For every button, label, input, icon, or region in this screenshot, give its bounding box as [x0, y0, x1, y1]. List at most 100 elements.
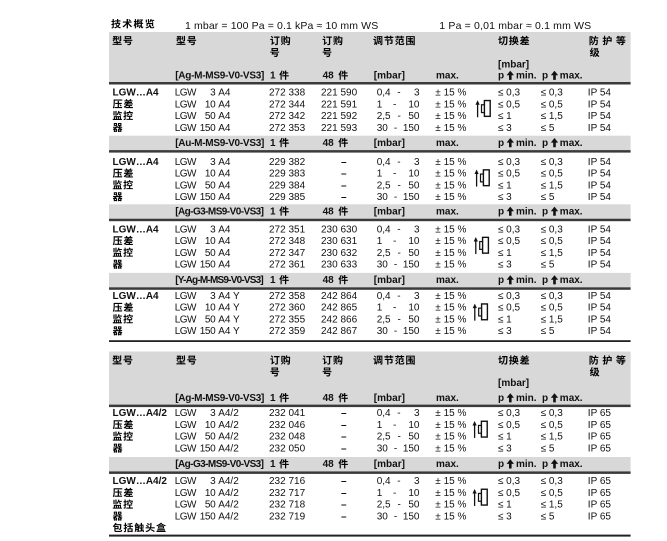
svg-text:≤ 0,5: ≤ 0,5 [541, 420, 564, 431]
svg-text:242 866: 242 866 [321, 314, 358, 325]
svg-text:IP 54: IP 54 [588, 248, 612, 259]
svg-text:≤ 0,5: ≤ 0,5 [498, 99, 521, 110]
svg-text:272 358: 272 358 [269, 291, 306, 302]
svg-text:LGW…A4: LGW…A4 [113, 224, 160, 235]
svg-text:A4: A4 [218, 123, 231, 134]
svg-text:-: - [398, 111, 401, 122]
svg-text:IP 54: IP 54 [588, 169, 612, 180]
svg-text:max.: max. [436, 71, 459, 82]
svg-text:≤ 1,5: ≤ 1,5 [541, 180, 564, 191]
svg-text:1: 1 [377, 169, 383, 180]
svg-text:≤ 0,5: ≤ 0,5 [541, 99, 564, 110]
svg-text:≤ 1: ≤ 1 [498, 432, 512, 443]
svg-text:IP 54: IP 54 [588, 314, 612, 325]
svg-text:–: – [341, 511, 347, 522]
svg-text:≤ 3: ≤ 3 [498, 123, 512, 134]
svg-text:≤ 1: ≤ 1 [498, 111, 512, 122]
svg-text:p: p [542, 459, 548, 470]
svg-text:0,4: 0,4 [377, 157, 391, 168]
svg-text:≤ 0,5: ≤ 0,5 [541, 169, 564, 180]
svg-text:232 041: 232 041 [269, 408, 306, 419]
svg-text:± 15 %: ± 15 % [435, 476, 466, 487]
svg-text:A4: A4 [218, 236, 231, 247]
svg-text:0,4: 0,4 [377, 408, 391, 419]
svg-text:± 15 %: ± 15 % [435, 303, 466, 314]
svg-text:A4 Y: A4 Y [218, 291, 240, 302]
svg-text:± 15 %: ± 15 % [435, 236, 466, 247]
svg-text:221 590: 221 590 [321, 88, 358, 99]
svg-text:≤ 1: ≤ 1 [498, 180, 512, 191]
svg-text:LGW: LGW [175, 169, 197, 180]
svg-text:-: - [398, 314, 401, 325]
svg-text:LGW: LGW [175, 224, 197, 235]
svg-text:50: 50 [205, 432, 216, 443]
svg-text:30: 30 [377, 123, 389, 134]
svg-text:max.: max. [436, 459, 459, 470]
svg-text:max.: max. [560, 275, 583, 286]
svg-text:LGW…A4: LGW…A4 [113, 157, 160, 168]
svg-text:[Y-Ag-M-MS9-V0-VS3]: [Y-Ag-M-MS9-V0-VS3] [175, 275, 263, 286]
svg-text:IP 54: IP 54 [588, 192, 612, 203]
svg-text:1: 1 [270, 207, 276, 218]
svg-text:≤ 5: ≤ 5 [541, 326, 555, 337]
svg-text:IP 54: IP 54 [588, 88, 612, 99]
svg-text:0,4: 0,4 [377, 88, 391, 99]
svg-text:232 719: 232 719 [269, 511, 306, 522]
svg-text:≤ 5: ≤ 5 [541, 443, 555, 454]
svg-text:48: 48 [323, 138, 335, 149]
svg-text:50: 50 [408, 180, 420, 191]
svg-text:IP 65: IP 65 [588, 432, 612, 443]
svg-text:221 593: 221 593 [321, 123, 358, 134]
svg-text:50: 50 [205, 180, 216, 191]
svg-text:± 15 %: ± 15 % [435, 180, 466, 191]
svg-text:2,5: 2,5 [377, 111, 391, 122]
svg-text:1: 1 [270, 71, 276, 82]
svg-text:± 15 %: ± 15 % [435, 224, 466, 235]
svg-text:–: – [341, 443, 347, 454]
svg-text:≤ 1,5: ≤ 1,5 [541, 111, 564, 122]
svg-text:IP 54: IP 54 [588, 236, 612, 247]
svg-text:3: 3 [414, 408, 420, 419]
svg-text:232 046: 232 046 [269, 420, 306, 431]
svg-text:0,4: 0,4 [377, 291, 391, 302]
svg-text:272 347: 272 347 [269, 248, 306, 259]
svg-text:[mbar]: [mbar] [498, 378, 529, 389]
svg-text:-: - [394, 192, 397, 203]
svg-text:≤ 3: ≤ 3 [498, 326, 512, 337]
svg-text:IP 65: IP 65 [588, 500, 612, 511]
svg-text:IP 65: IP 65 [588, 408, 612, 419]
svg-text:30: 30 [377, 260, 389, 271]
svg-text:[Ag-G3-MS9-V0-VS3]: [Ag-G3-MS9-V0-VS3] [175, 207, 263, 218]
svg-text:10: 10 [205, 420, 216, 431]
svg-text:1: 1 [377, 236, 383, 247]
svg-text:LGW: LGW [175, 500, 197, 511]
svg-text:A4: A4 [218, 248, 231, 259]
svg-text:IP 54: IP 54 [588, 224, 612, 235]
svg-text:LGW: LGW [175, 99, 197, 110]
svg-text:150: 150 [403, 123, 420, 134]
svg-text:p: p [498, 275, 504, 286]
svg-text:p: p [542, 138, 548, 149]
svg-text:3: 3 [414, 476, 420, 487]
svg-text:p: p [498, 138, 504, 149]
svg-text:IP 54: IP 54 [588, 260, 612, 271]
svg-text:A4/2: A4/2 [218, 500, 239, 511]
svg-text:272 361: 272 361 [269, 260, 306, 271]
svg-text:-: - [393, 99, 396, 110]
svg-text:–: – [341, 169, 347, 180]
svg-text:≤ 0,3: ≤ 0,3 [541, 88, 564, 99]
svg-text:LGW: LGW [175, 123, 197, 134]
svg-text:1: 1 [270, 275, 276, 286]
svg-text:A4/2: A4/2 [218, 408, 239, 419]
svg-text:50: 50 [205, 500, 216, 511]
svg-text:± 15 %: ± 15 % [435, 169, 466, 180]
svg-text:A4: A4 [218, 192, 231, 203]
svg-text:A4 Y: A4 Y [218, 326, 240, 337]
svg-text:LGW: LGW [175, 511, 197, 522]
svg-text:–: – [341, 192, 347, 203]
svg-text:≤ 1: ≤ 1 [498, 314, 512, 325]
svg-text:[Ag-M-MS9-V0-VS3]: [Ag-M-MS9-V0-VS3] [175, 71, 264, 82]
svg-text:LGW: LGW [175, 443, 197, 454]
svg-text:50: 50 [408, 500, 420, 511]
svg-text:50: 50 [408, 432, 420, 443]
